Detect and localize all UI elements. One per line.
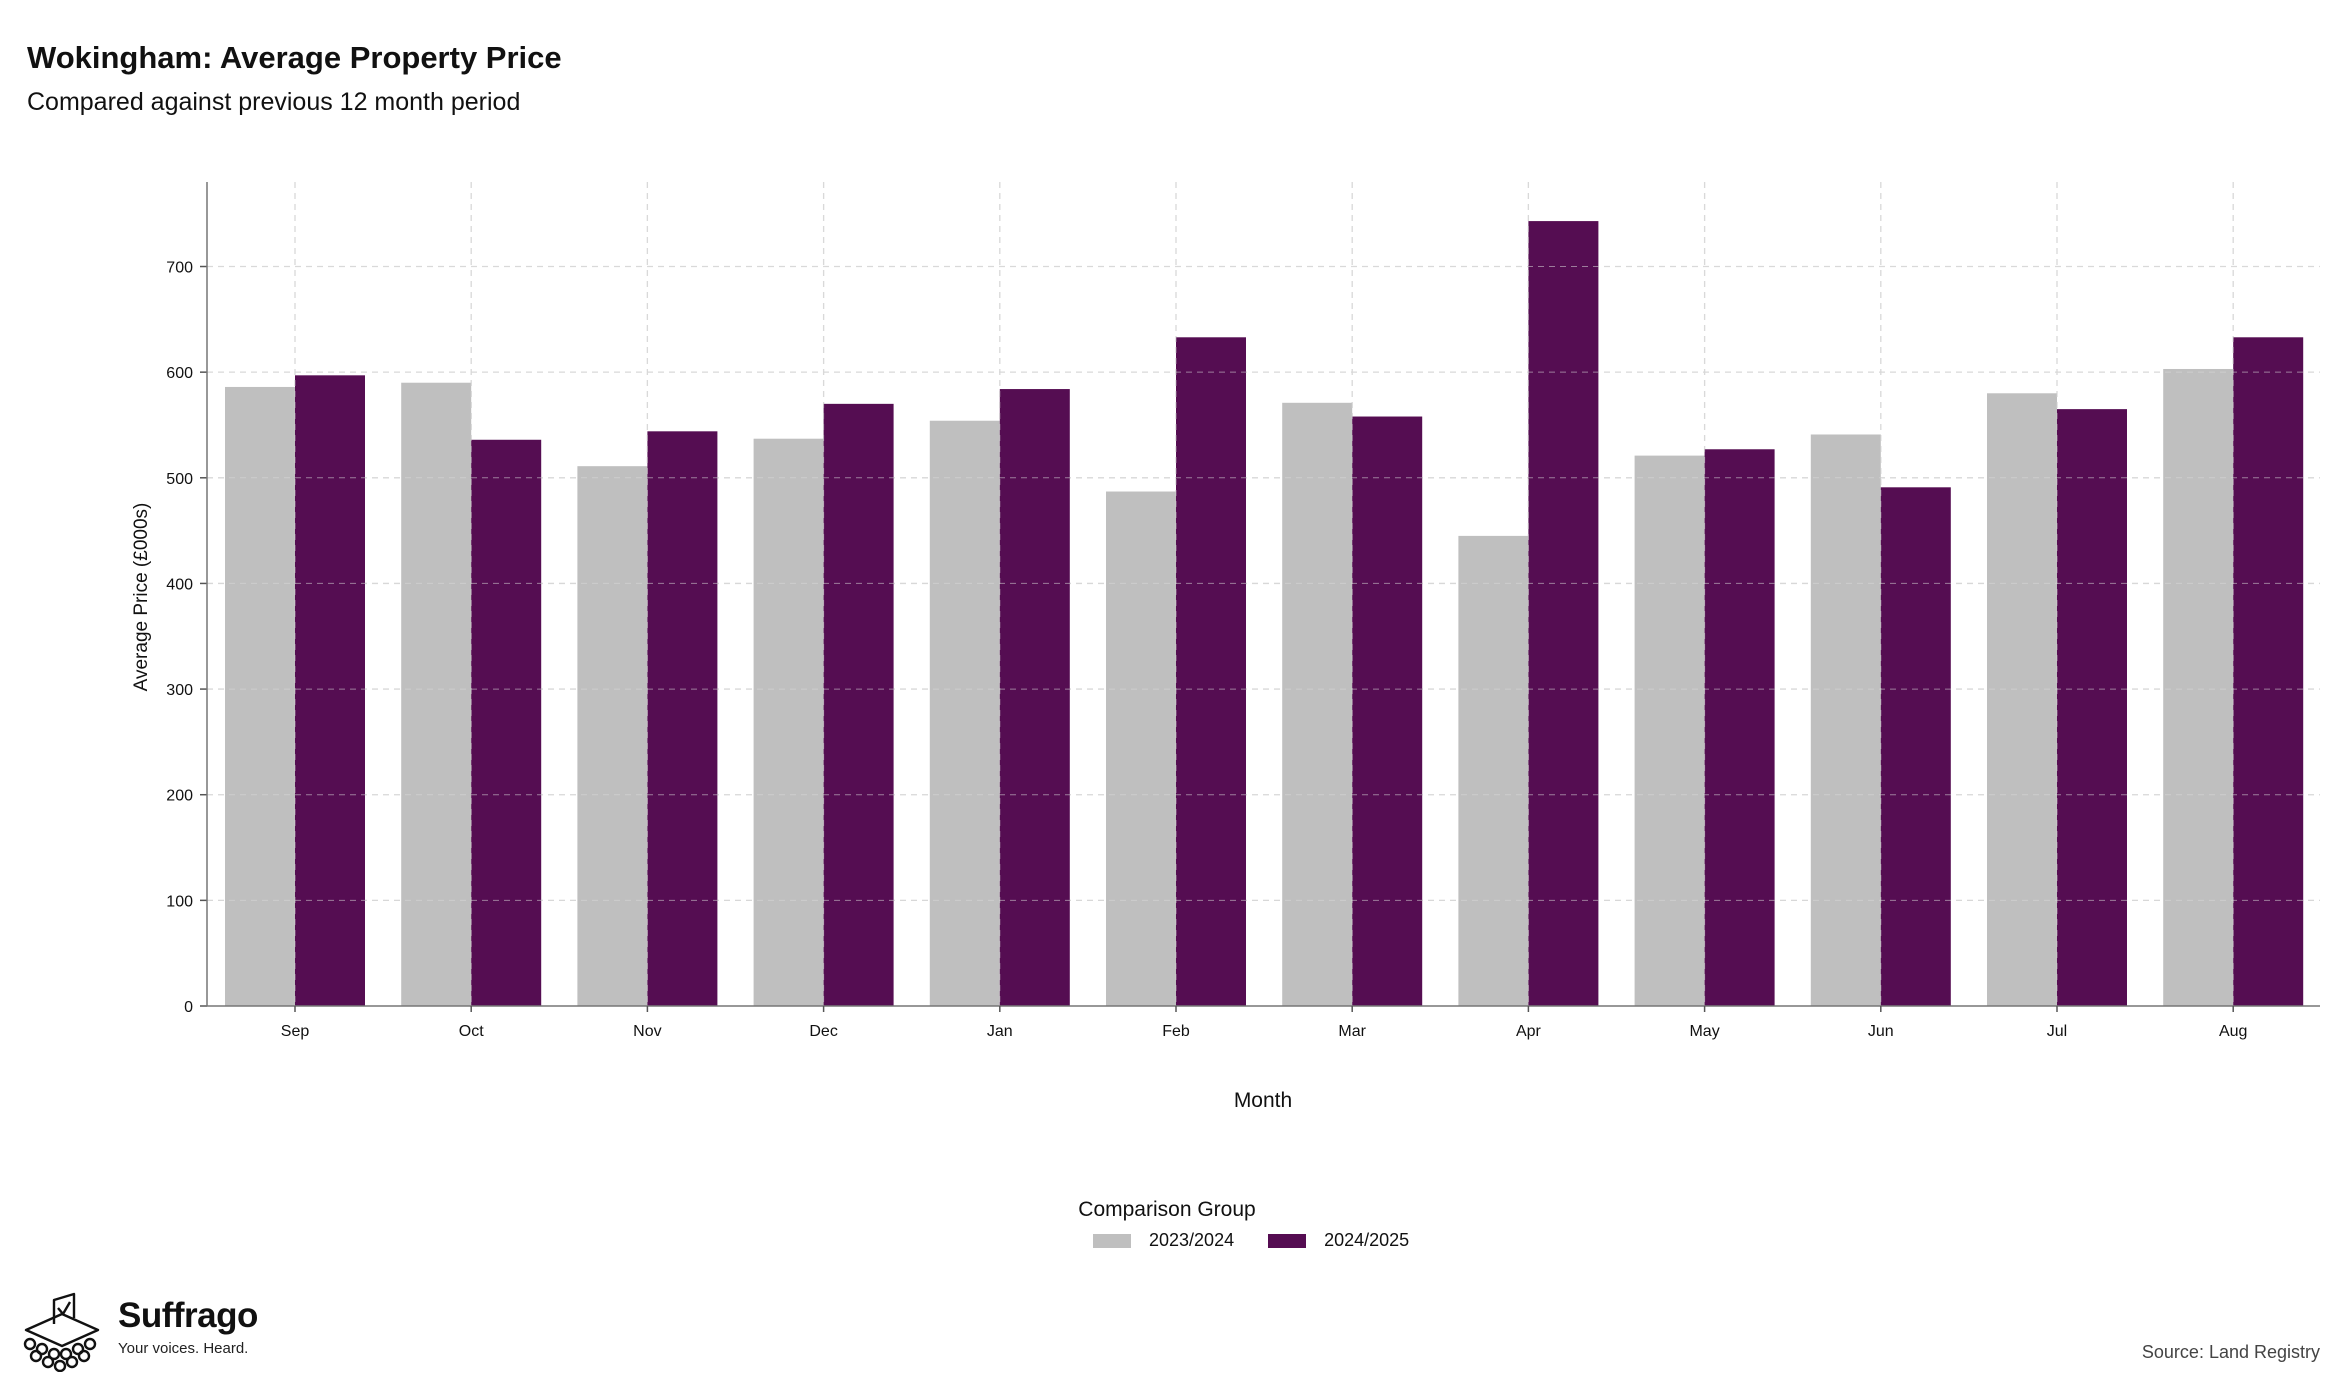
bar-2024-2025-apr <box>1528 221 1599 1007</box>
x-tick-label: Oct <box>459 1023 484 1040</box>
bar-2023-2024-dec <box>753 438 824 1006</box>
chart-title: Wokingham: Average Property Price <box>27 40 562 75</box>
x-tick-label: Nov <box>633 1023 661 1040</box>
bar-2024-2025-feb <box>1176 337 1246 1006</box>
legend-swatch <box>1093 1233 1131 1248</box>
bar-2023-2024-oct <box>401 382 472 1006</box>
x-axis-label: Month <box>1234 1089 1292 1112</box>
bar-2024-2025-sep <box>295 375 365 1006</box>
brand-tagline: Your voices. Heard. <box>118 1340 249 1357</box>
brand-logo: Suffrago Your voices. Heard. <box>14 1292 258 1372</box>
legend-swatch <box>1268 1233 1307 1248</box>
bar-2023-2024-aug <box>2163 368 2234 1006</box>
y-tick-label: 700 <box>166 260 193 277</box>
legend-item-2024-2025: 2024/2025 <box>1268 1230 1409 1251</box>
bar-2024-2025-may <box>1704 449 1775 1006</box>
bar-2024-2025-oct <box>471 439 542 1006</box>
x-tick-label: Feb <box>1162 1023 1190 1040</box>
x-tick-label: Jul <box>2047 1023 2067 1040</box>
y-tick-label: 400 <box>166 576 193 593</box>
legend: 2023/2024 2024/2025 <box>1093 1230 1409 1251</box>
ballot-box-icon <box>23 1292 100 1372</box>
bar-2024-2025-mar <box>1352 416 1423 1006</box>
y-tick-label: 200 <box>166 788 193 805</box>
bar-2024-2025-aug <box>2233 337 2304 1006</box>
y-tick-label: 500 <box>166 471 193 488</box>
bar-2024-2025-dec <box>823 403 894 1006</box>
bar-2024-2025-jan <box>999 389 1070 1006</box>
x-tick-label: Mar <box>1338 1023 1366 1040</box>
x-tick-label: Jun <box>1868 1023 1894 1040</box>
axes: 0 100 200 300 400 500 600 700 Sep Oct Nov Dec Jan Feb… <box>166 182 2320 1040</box>
chart-subtitle: Compared against previous 12 month perio… <box>27 88 521 116</box>
bars <box>207 182 2320 1007</box>
y-tick-label: 0 <box>184 999 193 1016</box>
x-tick-label: Aug <box>2219 1023 2247 1040</box>
x-tick-label: Dec <box>809 1023 837 1040</box>
bar-2023-2024-jul <box>1987 393 2057 1006</box>
legend-label: 2024/2025 <box>1324 1230 1410 1250</box>
brand-name: Suffrago <box>118 1296 258 1335</box>
x-tick-label: May <box>1689 1023 1719 1040</box>
legend-item-2023-2024: 2023/2024 <box>1093 1230 1234 1251</box>
legend-title: Comparison Group <box>1078 1198 1256 1221</box>
bar-2023-2024-mar <box>1282 402 1353 1006</box>
y-tick-label: 100 <box>166 893 193 910</box>
bar-2023-2024-jun <box>1810 434 1881 1006</box>
bar-2024-2025-jul <box>2057 409 2127 1007</box>
source-note: Source: Land Registry <box>2141 1342 2320 1362</box>
bar-2023-2024-nov <box>577 466 648 1007</box>
y-axis-label: Average Price (£000s) <box>131 503 152 692</box>
bar-2024-2025-jun <box>1880 487 1951 1006</box>
x-tick-label: Apr <box>1516 1023 1542 1040</box>
y-tick-label: 300 <box>166 682 193 699</box>
y-tick-label: 600 <box>166 365 193 382</box>
legend-label: 2023/2024 <box>1149 1230 1235 1250</box>
x-tick-label: Sep <box>281 1023 310 1040</box>
bar-2023-2024-sep <box>225 386 295 1006</box>
bar-2023-2024-apr <box>1458 535 1529 1006</box>
bar-2023-2024-feb <box>1106 491 1176 1006</box>
bar-2023-2024-jan <box>929 420 1000 1006</box>
x-tick-label: Jan <box>987 1023 1013 1040</box>
bar-2023-2024-may <box>1634 455 1705 1007</box>
bar-2024-2025-nov <box>647 431 718 1006</box>
